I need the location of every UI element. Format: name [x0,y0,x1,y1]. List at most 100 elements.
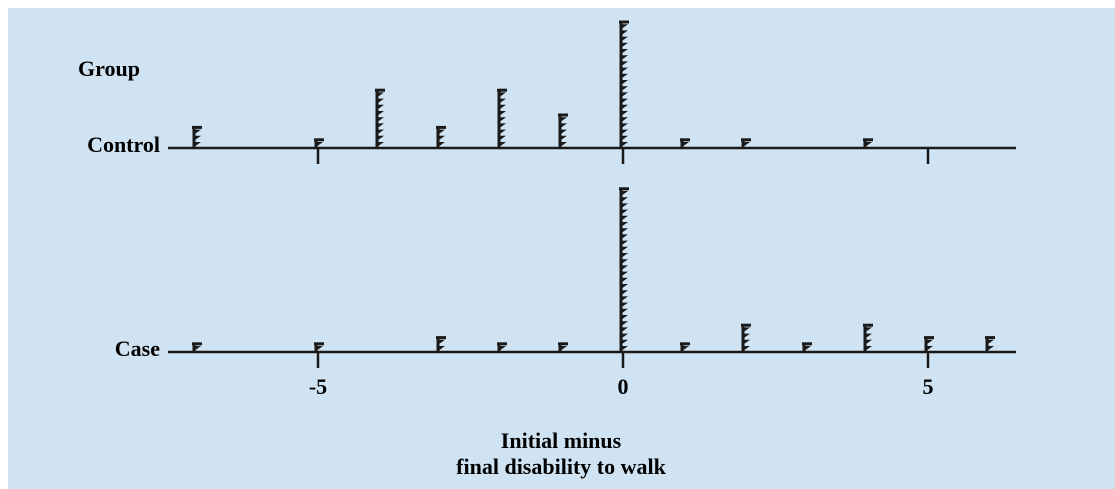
observation-mark-1-0-14 [621,259,628,265]
observation-mark-0-2-0 [743,142,750,147]
observation-mark-1-0-7 [621,302,628,308]
observation-mark-0--1-1 [560,135,567,141]
observation-mark-0-0-4 [621,117,628,123]
observation-mark-0--4-3 [377,123,384,129]
observation-mark-0--7-0 [194,142,201,147]
observation-mark-1-0-5 [621,315,628,320]
observation-mark-1-5-1 [926,339,933,345]
observation-mark-0--2-0 [499,142,506,147]
observation-mark-1-0-18 [621,234,628,240]
observation-mark-0--3-1 [438,135,445,141]
tick-label-0: 0 [618,374,629,399]
observation-mark-1-0-11 [621,277,628,283]
observation-mark-0-0-14 [621,55,628,61]
observation-mark-1-4-0 [865,346,872,351]
observation-mark-0-0-7 [621,98,628,104]
observation-mark-0--1-4 [560,117,567,123]
observation-mark-1-2-2 [743,333,750,339]
observation-mark-0-0-12 [621,67,628,73]
observation-mark-1-0-8 [621,296,628,302]
group-label-case: Case [115,336,160,361]
observation-mark-1-0-6 [621,308,628,314]
observation-mark-1-6-0 [987,346,994,351]
observation-mark-1--5-0 [316,346,323,351]
observation-mark-1-5-0 [926,346,933,351]
observation-mark-1-1-0 [682,346,689,351]
observation-mark-1-0-22 [621,209,628,215]
chart-marks [192,20,995,368]
observation-mark-0--4-2 [377,129,384,135]
observation-mark-0-0-19 [621,24,628,30]
observation-mark-0-0-2 [621,129,628,135]
observation-mark-0-0-3 [621,123,628,129]
observation-mark-0--2-6 [499,104,506,110]
observation-mark-0--5-0 [316,142,323,147]
observation-mark-0-0-16 [621,42,628,48]
observation-mark-1-0-24 [621,197,628,203]
observation-mark-0-0-11 [621,73,628,79]
observation-mark-0-1-0 [682,142,689,147]
observation-mark-0-4-0 [865,142,872,147]
observation-mark-0-0-18 [621,30,628,36]
observation-mark-1--3-1 [438,339,445,345]
observation-mark-1-0-23 [621,203,628,209]
observation-mark-0--4-4 [377,117,384,123]
observation-mark-0-0-13 [621,61,628,67]
observation-mark-0--3-0 [438,142,445,147]
observation-mark-0--2-3 [499,123,506,129]
observation-mark-0--3-2 [438,129,445,135]
observation-mark-1-0-0 [621,346,628,351]
observation-mark-0--4-7 [377,98,384,104]
observation-mark-0--4-8 [377,92,384,98]
observation-mark-0--2-8 [499,92,506,98]
observation-mark-0--1-0 [560,142,567,147]
tick-label-5: 5 [923,374,934,399]
observation-mark-1-0-3 [621,327,628,333]
observation-mark-1-0-13 [621,265,628,271]
x-axis-title-line1: Initial minus [501,428,622,453]
observation-mark-1-2-3 [743,327,750,333]
axis-title: Group [78,56,140,81]
observation-mark-0-0-8 [621,92,628,98]
observation-mark-1-0-20 [621,222,628,227]
observation-mark-1-4-3 [865,327,872,333]
observation-mark-0--2-1 [499,135,506,141]
observation-mark-1-4-1 [865,339,872,345]
observation-mark-0--2-7 [499,98,506,104]
group-label-control: Control [87,132,160,157]
observation-mark-0--2-2 [499,129,506,135]
observation-mark-1--1-0 [560,346,567,351]
x-axis-title-line2: final disability to walk [456,454,666,479]
observation-mark-1-0-19 [621,228,628,234]
observation-mark-1-0-4 [621,321,628,327]
observation-mark-1-0-15 [621,253,628,258]
chart-panel: Group Control Case -5 0 5 Initial minus … [8,8,1115,489]
observation-mark-0-0-6 [621,104,628,110]
observation-mark-1-0-10 [621,284,628,289]
observation-mark-0--4-5 [377,111,384,116]
observation-mark-0-0-0 [621,142,628,147]
observation-mark-0-0-10 [621,80,628,85]
observation-mark-0--7-2 [194,129,201,135]
observation-mark-1--3-0 [438,346,445,351]
observation-mark-0-0-9 [621,86,628,92]
observation-mark-0--4-1 [377,135,384,141]
observation-mark-0--1-2 [560,129,567,135]
observation-mark-1-0-25 [621,191,628,196]
observation-mark-1-0-1 [621,339,628,345]
observation-mark-0--2-4 [499,117,506,123]
observation-mark-0--7-1 [194,135,201,141]
observation-mark-1-0-16 [621,246,628,252]
observation-mark-0-0-15 [621,49,628,54]
tick-label-neg5: -5 [309,374,327,399]
observation-mark-1-2-0 [743,346,750,351]
observation-mark-0-0-5 [621,111,628,116]
observation-mark-1-0-21 [621,215,628,221]
dot-plot-chart: Group Control Case -5 0 5 Initial minus … [78,20,1016,479]
observation-mark-1-4-2 [865,333,872,339]
observation-mark-1-0-9 [621,290,628,296]
observation-mark-0-0-1 [621,135,628,141]
observation-mark-1-0-12 [621,271,628,277]
observation-mark-1--2-0 [499,346,506,351]
observation-mark-1-6-1 [987,339,994,345]
